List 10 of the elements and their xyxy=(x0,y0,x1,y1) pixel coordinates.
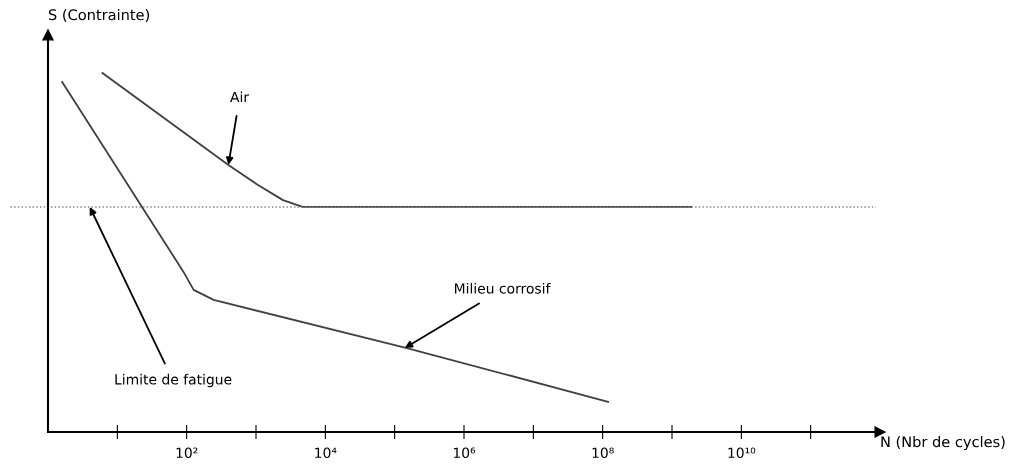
x-tick-label: 10⁴ xyxy=(315,447,337,459)
x-tick-label: 10⁶ xyxy=(453,447,476,459)
annotation: Air xyxy=(230,91,250,103)
x-tick-label: 10¹⁰ xyxy=(728,447,756,459)
annotation: Milieu corrosif xyxy=(454,282,551,294)
x-axis-title: N (Nbr de cycles) xyxy=(881,435,1005,451)
y-axis-title: S (Contrainte) xyxy=(48,8,149,22)
x-tick-label: 10² xyxy=(176,447,198,459)
annotation: Limite de fatigue xyxy=(115,373,232,388)
x-tick-label: 10⁸ xyxy=(592,447,614,459)
